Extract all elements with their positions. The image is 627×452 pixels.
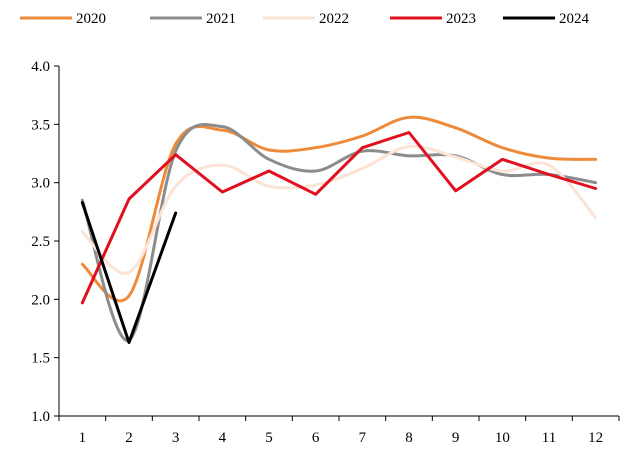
x-tick-label: 7 — [359, 430, 367, 446]
y-tick-label: 1.5 — [31, 351, 50, 367]
y-tick-label: 2.5 — [31, 234, 50, 250]
x-tick-label: 5 — [265, 430, 273, 446]
x-tick-label: 2 — [125, 430, 133, 446]
x-tick-label: 10 — [495, 430, 510, 446]
x-tick-label: 3 — [172, 430, 180, 446]
y-tick-label: 2.0 — [31, 292, 50, 308]
legend-item-2021: 2021 — [150, 11, 236, 27]
legend-item-2024: 2024 — [503, 11, 590, 27]
legend-item-2023: 2023 — [390, 11, 476, 27]
x-tick-label: 1 — [79, 430, 87, 446]
axes: 1.01.52.02.53.03.54.01 2 3 4 5 6 7 8 9 10 11 12 — [31, 59, 620, 446]
y-tick-label: 1.0 — [31, 409, 50, 425]
x-tick-label: 11 — [542, 430, 556, 446]
x-tick-label: 12 — [588, 430, 603, 446]
x-tick-label: 9 — [452, 430, 460, 446]
x-tick-label: 4 — [219, 430, 227, 446]
legend-label: 2024 — [559, 11, 590, 27]
y-tick-label: 3.0 — [31, 176, 50, 192]
y-tick-label: 3.5 — [31, 117, 50, 133]
legend-item-2020: 2020 — [20, 11, 106, 27]
series-line-2021 — [80, 123, 598, 342]
series-line-2020 — [80, 115, 598, 303]
x-tick-label: 6 — [312, 430, 320, 446]
y-tick-label: 4.0 — [31, 59, 50, 75]
legend-label: 2022 — [319, 11, 349, 27]
legend-label: 2020 — [76, 11, 106, 27]
legend-label: 2023 — [446, 11, 476, 27]
legend: 2020 2021 2022 2023 2024 — [20, 11, 590, 27]
x-tick-label: 8 — [405, 430, 413, 446]
series-line-2024 — [80, 201, 178, 344]
series-line-2023 — [80, 131, 598, 305]
legend-label: 2021 — [206, 11, 236, 27]
legend-item-2022: 2022 — [263, 11, 349, 27]
series-layer — [80, 115, 598, 344]
